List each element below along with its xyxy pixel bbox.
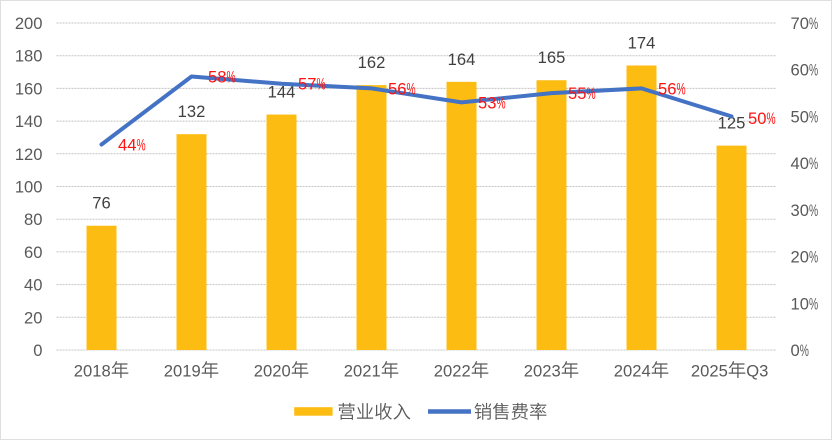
svg-text:%: % xyxy=(137,135,146,154)
svg-text:20: 20 xyxy=(791,248,809,267)
svg-text:50: 50 xyxy=(791,107,809,126)
svg-text:60: 60 xyxy=(791,61,809,80)
svg-text:%: % xyxy=(809,153,818,172)
svg-text:%: % xyxy=(809,107,818,126)
svg-text:174: 174 xyxy=(628,34,656,53)
svg-text:200: 200 xyxy=(15,14,43,33)
svg-text:57: 57 xyxy=(298,75,316,94)
svg-text:58: 58 xyxy=(208,68,226,87)
svg-text:70: 70 xyxy=(791,14,809,33)
svg-text:30: 30 xyxy=(791,201,809,220)
svg-text:44: 44 xyxy=(118,136,136,155)
svg-text:%: % xyxy=(587,83,596,102)
svg-text:100: 100 xyxy=(15,178,43,197)
svg-text:%: % xyxy=(809,60,818,79)
svg-text:0: 0 xyxy=(791,341,800,360)
svg-text:53: 53 xyxy=(478,93,496,112)
svg-text:60: 60 xyxy=(24,243,42,262)
svg-text:162: 162 xyxy=(358,53,386,72)
svg-text:%: % xyxy=(677,79,686,98)
svg-text:%: % xyxy=(497,93,506,112)
svg-text:164: 164 xyxy=(448,50,476,69)
svg-text:160: 160 xyxy=(15,79,43,98)
svg-text:%: % xyxy=(800,340,809,359)
svg-text:50: 50 xyxy=(748,109,766,128)
svg-text:56: 56 xyxy=(388,79,406,98)
svg-text:165: 165 xyxy=(538,48,566,67)
svg-text:%: % xyxy=(317,74,326,93)
svg-text:40: 40 xyxy=(24,276,42,295)
svg-text:%: % xyxy=(809,247,818,266)
svg-text:%: % xyxy=(809,294,818,313)
svg-text:40: 40 xyxy=(791,154,809,173)
svg-text:%: % xyxy=(809,200,818,219)
svg-text:55: 55 xyxy=(568,84,586,103)
svg-text:%: % xyxy=(407,79,416,98)
svg-text:2025: 2025 xyxy=(691,362,728,381)
svg-text:20: 20 xyxy=(24,308,42,327)
svg-text:2018: 2018 xyxy=(74,362,111,381)
svg-text:2021: 2021 xyxy=(344,362,381,381)
svg-text:2019: 2019 xyxy=(164,362,201,381)
svg-text:2020: 2020 xyxy=(254,362,291,381)
svg-text:0: 0 xyxy=(33,341,42,360)
svg-text:56: 56 xyxy=(658,79,676,98)
svg-text:Q3: Q3 xyxy=(746,362,768,381)
svg-text:%: % xyxy=(767,108,776,127)
svg-text:10: 10 xyxy=(791,294,809,313)
svg-text:76: 76 xyxy=(92,194,110,213)
svg-text:2023: 2023 xyxy=(524,362,561,381)
svg-text:144: 144 xyxy=(268,83,296,102)
svg-text:2024: 2024 xyxy=(614,362,651,381)
svg-text:120: 120 xyxy=(15,145,43,164)
svg-text:%: % xyxy=(227,67,236,86)
svg-text:140: 140 xyxy=(15,112,43,131)
svg-text:2022: 2022 xyxy=(434,362,471,381)
svg-text:132: 132 xyxy=(178,102,206,121)
svg-text:180: 180 xyxy=(15,47,43,66)
svg-text:%: % xyxy=(809,13,818,32)
svg-text:125: 125 xyxy=(718,114,746,133)
svg-text:80: 80 xyxy=(24,210,42,229)
